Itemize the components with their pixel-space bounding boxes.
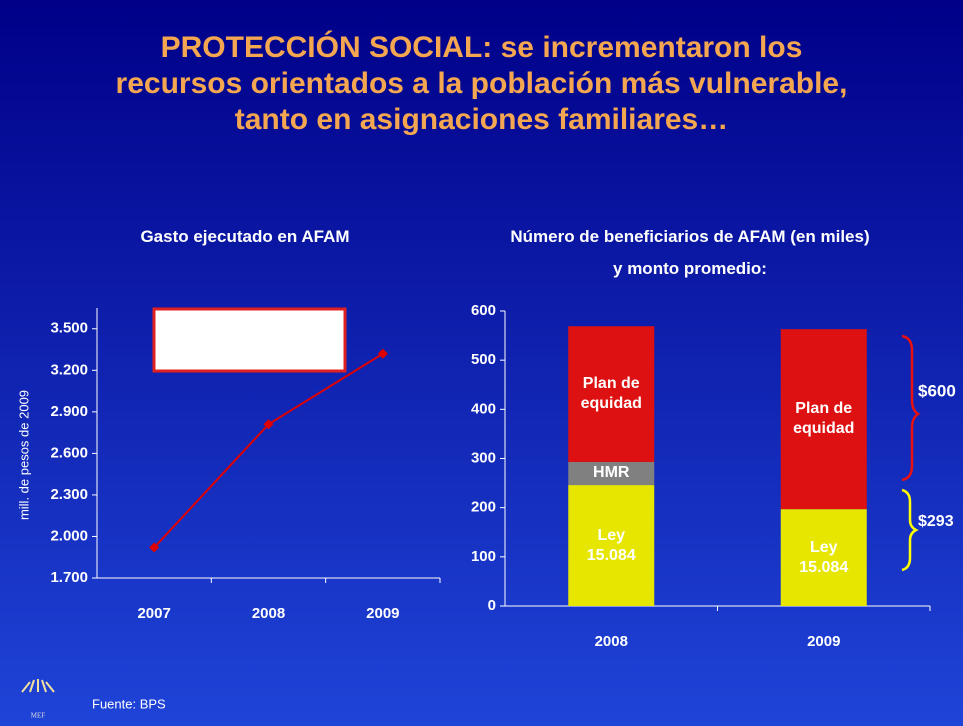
source: Fuente: BPS [92,696,166,711]
segment-label: Ley 15.084 [799,538,849,576]
y-tick-label: 2.000 [50,527,88,544]
marker [149,542,160,553]
y-tick-label: 3.200 [50,361,88,378]
y-tick-label: 300 [471,449,496,466]
chart-title: Gasto ejecutado en AFAM [60,221,430,253]
slide-title: PROTECCIÓN SOCIAL: se incrementaron los … [0,30,963,138]
bar-segment [568,326,655,462]
title-line: tanto en asignaciones familiares… [234,103,729,136]
y-tick-label: 500 [471,351,496,368]
title-line: PROTECCIÓN SOCIAL: se incrementaron los [160,31,803,64]
y-tick-label: 600 [471,302,496,319]
chart-title-line: Número de beneficiarios de AFAM (en mile… [510,227,870,246]
bar-segment [568,461,655,486]
x-tick-label: 2009 [366,605,399,622]
y-tick-label: 400 [471,400,496,417]
marker [263,419,274,430]
chart-title-line: y monto promedio: [613,259,767,278]
title-line: recursos orientados a la población más v… [115,67,848,100]
y-tick-label: 2.900 [50,403,88,420]
annotation: $293 [918,513,954,530]
bar-segment [780,329,867,510]
segment-label: Plan de equidad [793,400,855,438]
logo: MEF [21,679,55,720]
segment-label: Plan de equidad [580,375,642,413]
chart-title: Número de beneficiarios de AFAM (en mile… [420,221,960,285]
segment-label: HMR [593,464,630,482]
x-tick-label: 2007 [137,605,170,622]
brace [901,334,921,482]
x-tick-label: 2009 [807,633,840,650]
bar-segment [568,485,655,606]
marker [377,348,388,359]
logo-text: MEF [31,712,46,720]
y-tick-label: 0 [488,597,496,614]
y-axis-label: mill. de pesos de 2009 [16,390,31,520]
x-tick-label: 2008 [252,605,285,622]
y-tick-label: 100 [471,548,496,565]
y-tick-label: 1.700 [50,569,88,586]
annotation: $600 [918,381,956,400]
empty-box [152,307,347,373]
data-line [153,352,384,549]
chart-title-line: Gasto ejecutado en AFAM [140,227,350,246]
y-tick-label: 3.500 [50,320,88,337]
segment-label: Ley 15.084 [586,526,636,564]
bar-segment [780,509,867,606]
y-tick-label: 2.600 [50,444,88,461]
x-tick-label: 2008 [595,633,628,650]
y-tick-label: 2.300 [50,486,88,503]
brace [901,488,919,572]
y-tick-label: 200 [471,499,496,516]
